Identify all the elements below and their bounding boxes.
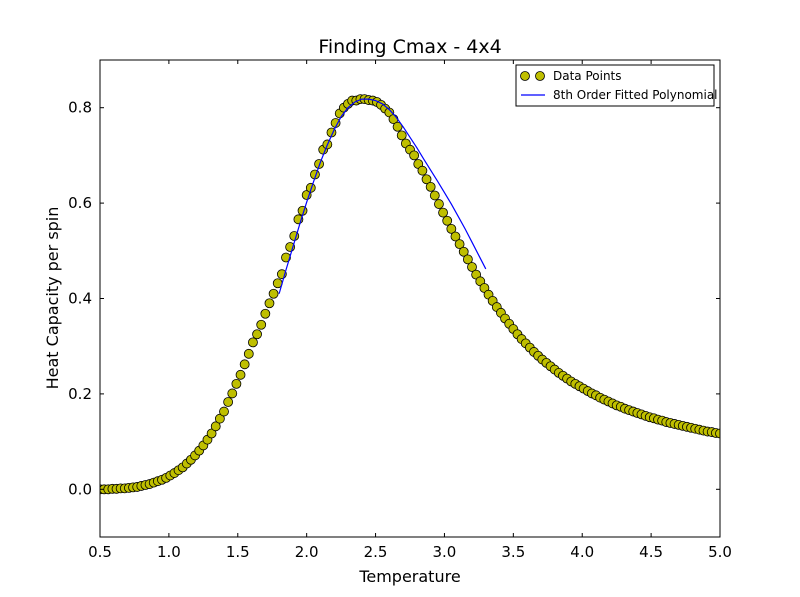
data-point bbox=[421, 174, 432, 185]
data-point bbox=[268, 288, 279, 299]
data-point bbox=[227, 388, 238, 399]
data-point bbox=[417, 165, 428, 176]
data-point bbox=[715, 428, 720, 439]
data-point bbox=[223, 397, 234, 407]
data-point bbox=[314, 159, 324, 169]
x-tick-label: 1.5 bbox=[226, 543, 250, 561]
data-point bbox=[462, 254, 473, 265]
data-point bbox=[458, 246, 469, 257]
data-point bbox=[450, 231, 461, 242]
x-tick-label: 3.5 bbox=[501, 543, 525, 561]
data-point bbox=[264, 298, 275, 309]
x-axis-label: Temperature bbox=[358, 567, 460, 586]
data-point bbox=[442, 215, 453, 226]
y-tick-label: 0.0 bbox=[68, 480, 92, 498]
x-axis: 0.5 1.0 1.5 2.0 2.5 3.0 3.5 4.0 4.5 5.0 bbox=[88, 60, 732, 561]
data-point bbox=[429, 190, 440, 201]
data-point bbox=[446, 223, 457, 234]
data-point bbox=[396, 130, 407, 141]
data-point bbox=[467, 262, 477, 272]
data-point bbox=[248, 337, 258, 348]
x-tick-label: 3.0 bbox=[433, 543, 457, 561]
data-point bbox=[231, 378, 242, 389]
legend-marker-data-points-2 bbox=[535, 71, 545, 81]
legend-marker-data-points bbox=[520, 71, 530, 81]
fitted-polynomial-line bbox=[278, 98, 487, 294]
y-tick-label: 0.6 bbox=[68, 194, 92, 212]
x-tick-label: 2.5 bbox=[364, 543, 388, 561]
y-axis-label: Heat Capacity per spin bbox=[43, 207, 62, 390]
y-tick-label: 0.4 bbox=[68, 290, 92, 308]
data-point bbox=[252, 329, 262, 340]
x-tick-label: 2.0 bbox=[295, 543, 319, 561]
y-tick-label: 0.8 bbox=[68, 99, 92, 117]
data-point bbox=[210, 421, 221, 432]
data-point bbox=[409, 150, 420, 161]
legend-frame bbox=[515, 64, 715, 107]
data-point bbox=[214, 413, 225, 424]
legend: Data Points 8th Order Fitted Polynomial bbox=[515, 64, 718, 107]
x-tick-label: 5.0 bbox=[708, 543, 732, 561]
chart-title: Finding Cmax - 4x4 bbox=[318, 36, 501, 58]
x-tick-label: 0.5 bbox=[88, 543, 112, 561]
data-point bbox=[281, 252, 291, 263]
data-point bbox=[243, 348, 254, 359]
x-tick-label: 1.0 bbox=[157, 543, 181, 561]
data-point bbox=[239, 359, 250, 370]
plot-frame bbox=[99, 59, 721, 538]
data-point bbox=[256, 319, 267, 330]
x-tick-label: 4.0 bbox=[570, 543, 594, 561]
y-tick-label: 0.2 bbox=[68, 385, 92, 403]
data-point bbox=[260, 308, 271, 319]
data-point bbox=[454, 239, 465, 250]
data-point bbox=[206, 428, 217, 439]
data-point bbox=[235, 369, 246, 380]
data-point bbox=[425, 181, 436, 192]
legend-label-data-points: Data Points bbox=[553, 69, 622, 83]
data-point bbox=[219, 406, 229, 417]
y-axis: 0.0 0.2 0.4 0.6 0.8 bbox=[68, 99, 720, 498]
data-point bbox=[305, 182, 316, 193]
data-point bbox=[434, 199, 444, 209]
legend-label-fitted-polynomial: 8th Order Fitted Polynomial bbox=[553, 88, 718, 102]
data-point bbox=[438, 207, 448, 218]
plot-area bbox=[99, 59, 721, 538]
x-tick-label: 4.5 bbox=[639, 543, 663, 561]
data-point bbox=[392, 121, 403, 132]
